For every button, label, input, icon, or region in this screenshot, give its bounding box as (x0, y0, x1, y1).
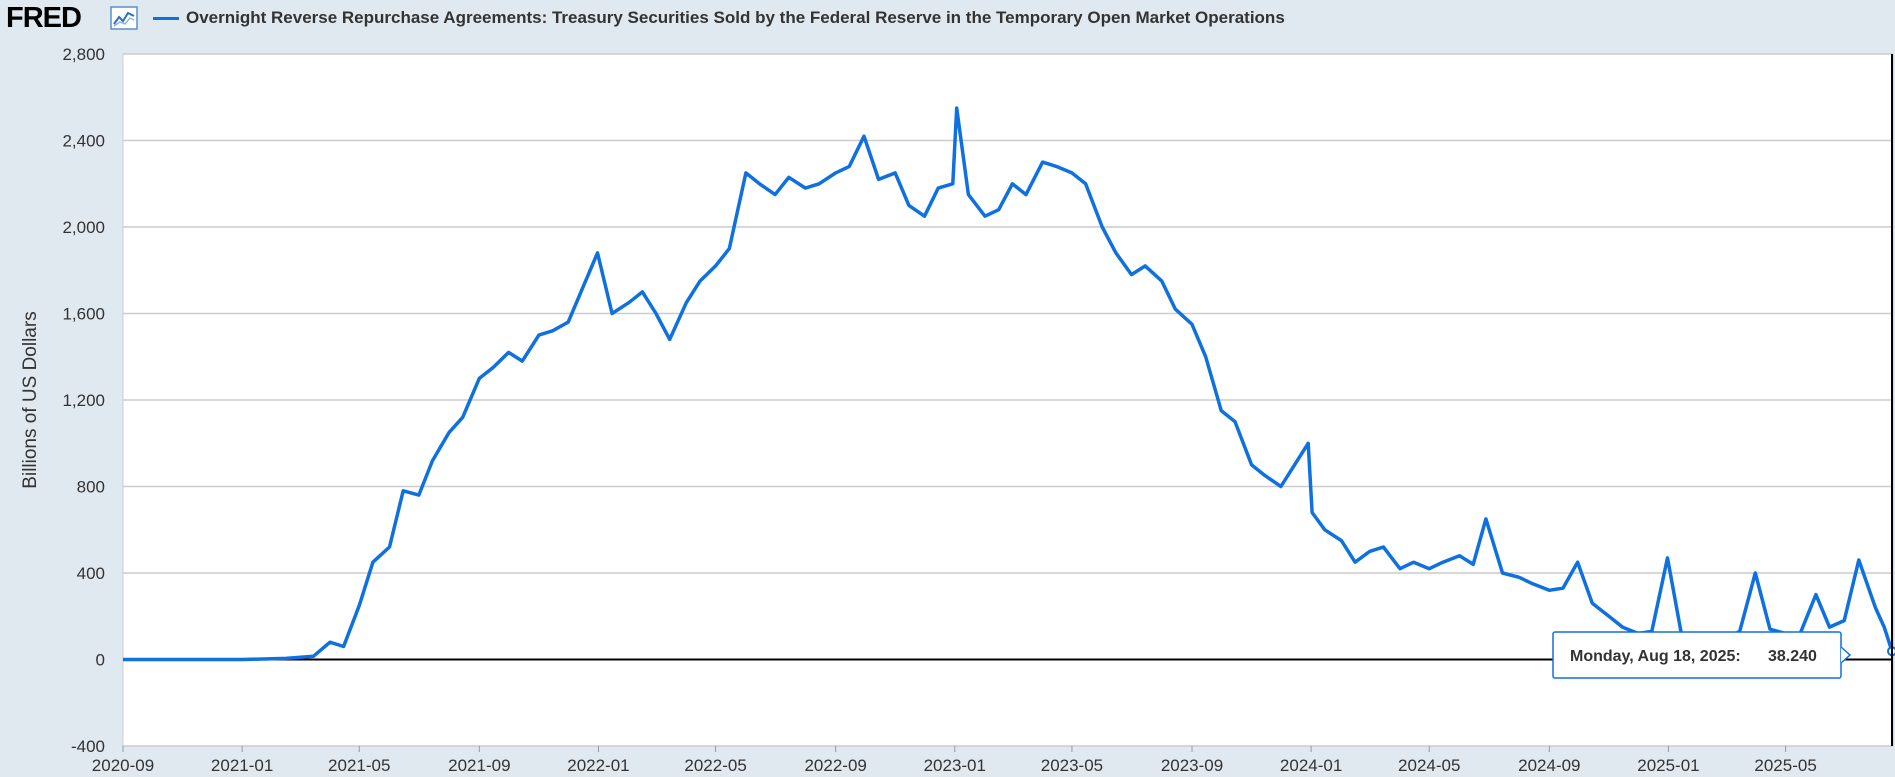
fred-logo[interactable]: FRED (6, 2, 82, 34)
tooltip-value: 38.240 (1768, 648, 1817, 665)
x-tick-label: 2025-05 (1754, 756, 1816, 775)
y-tick-label: 800 (77, 478, 105, 497)
y-tick-label: 1,200 (62, 391, 105, 410)
x-tick-label: 2024-09 (1518, 756, 1580, 775)
chart-header: FRED Overnight Reverse Repurchase Agreem… (0, 0, 1895, 36)
series-title: Overnight Reverse Repurchase Agreements:… (186, 8, 1285, 27)
x-tick-label: 2021-01 (211, 756, 273, 775)
tooltip-arrow (1840, 646, 1852, 664)
y-tick-label: 0 (96, 651, 105, 670)
series-line (123, 106, 1894, 662)
gridlines (123, 53, 1892, 747)
x-tick-label: 2021-05 (328, 756, 390, 775)
data-tooltip: Monday, Aug 18, 2025: 38.240 (1552, 631, 1852, 679)
x-tick-label: 2022-01 (567, 756, 629, 775)
y-tick-label: 2,800 (62, 45, 105, 64)
y-axis-label: Billions of US Dollars (20, 311, 41, 488)
x-tick-label: 2024-01 (1280, 756, 1342, 775)
y-tick-label: 2,400 (62, 132, 105, 151)
y-tick-label: 2,000 (62, 218, 105, 237)
y-tick-label: 400 (77, 564, 105, 583)
x-tick-label: 2022-05 (684, 756, 746, 775)
x-tick-label: 2023-01 (924, 756, 986, 775)
x-tick-label: 2020-09 (92, 756, 154, 775)
x-tick-label: 2023-09 (1161, 756, 1223, 775)
x-axis-ticks: 2020-09 2021-01 2021-05 2021-09 2022-01 2022-… (92, 746, 1817, 775)
x-tick-label: 2025-01 (1637, 756, 1699, 775)
x-tick-label: 2023-05 (1041, 756, 1103, 775)
y-tick-label: -400 (71, 737, 105, 756)
y-tick-label: 1,600 (62, 305, 105, 324)
x-tick-label: 2021-09 (448, 756, 510, 775)
x-tick-label: 2024-05 (1398, 756, 1460, 775)
line-chart-icon (110, 6, 138, 30)
legend-series-line (153, 17, 179, 20)
tooltip-date: Monday, Aug 18, 2025: (1570, 648, 1741, 665)
y-axis-ticks: -400 0 400 800 1,200 1,600 2,000 2,400 2,800 (62, 45, 105, 756)
x-tick-label: 2022-09 (804, 756, 866, 775)
